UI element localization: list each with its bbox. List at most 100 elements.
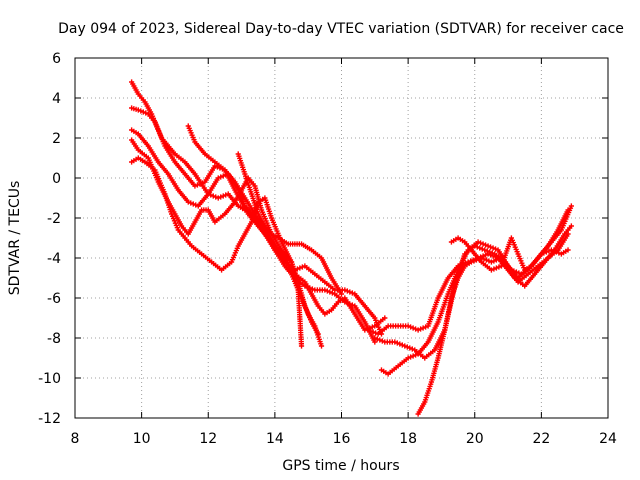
y-tick-label: -10 [38, 371, 61, 387]
series-track-9 [372, 223, 574, 361]
data-point [379, 338, 385, 344]
y-tick-label: -8 [47, 331, 61, 347]
data-point [364, 326, 370, 332]
data-point [489, 250, 495, 256]
data-point [297, 265, 303, 271]
series-track-12 [448, 235, 571, 273]
data-point [471, 258, 477, 264]
data-point [327, 289, 333, 295]
y-tick-label: -4 [47, 251, 61, 267]
x-tick-label: 22 [532, 431, 550, 447]
data-point [407, 345, 413, 351]
data-point [513, 269, 519, 275]
x-tick-label: 16 [333, 431, 351, 447]
data-point [508, 267, 514, 273]
data-point [322, 287, 328, 293]
y-tick-label: 4 [52, 91, 61, 107]
data-point [377, 337, 383, 343]
data-point [309, 286, 315, 292]
data-point [410, 325, 416, 331]
y-tick-label: 6 [52, 51, 61, 67]
data-point [197, 181, 203, 187]
data-point [397, 341, 403, 347]
data-point [193, 202, 199, 208]
series-line [131, 129, 376, 343]
data-point [477, 240, 484, 246]
series-layer [129, 79, 574, 417]
data-point [218, 174, 224, 180]
data-point [511, 268, 517, 274]
data-point [405, 355, 411, 361]
data-point [548, 247, 554, 253]
data-point [394, 340, 400, 346]
data-point [485, 243, 491, 249]
data-point [484, 248, 490, 254]
data-point [491, 266, 497, 272]
data-point [543, 249, 549, 255]
data-point [482, 247, 488, 253]
data-point [493, 265, 500, 271]
series-line [417, 205, 572, 415]
data-point [477, 245, 483, 251]
series-track-11 [415, 203, 574, 417]
data-point [194, 182, 201, 188]
data-point [541, 250, 547, 256]
data-point [324, 288, 330, 294]
y-axis-title: SDTVAR / TECUs [7, 181, 23, 296]
data-point [399, 342, 405, 348]
data-point [405, 323, 411, 329]
data-point [143, 110, 149, 116]
data-point [556, 250, 562, 256]
data-point [349, 302, 355, 308]
data-point [474, 244, 480, 250]
data-point [568, 223, 574, 229]
data-point [546, 248, 552, 254]
data-point [338, 291, 345, 297]
data-point [349, 290, 355, 296]
data-point [188, 200, 194, 206]
data-point [402, 343, 408, 349]
data-point [487, 244, 494, 250]
data-point [140, 109, 146, 115]
data-point [488, 267, 495, 273]
data-point [408, 354, 414, 360]
data-point [318, 343, 325, 349]
y-tick-label: -12 [38, 411, 61, 427]
data-point [298, 343, 305, 349]
data-point [192, 183, 198, 189]
data-point [215, 195, 221, 201]
data-point [373, 330, 379, 336]
chart-title: Day 094 of 2023, Sidereal Day-to-day VTE… [58, 21, 624, 37]
data-point [213, 194, 219, 200]
data-point [208, 192, 214, 198]
series-track-10 [378, 207, 571, 377]
data-point [490, 245, 496, 251]
data-point [568, 203, 574, 209]
y-tick-label: -6 [47, 291, 61, 307]
x-tick-label: 20 [466, 431, 484, 447]
data-point [344, 288, 350, 294]
data-point [190, 201, 196, 207]
grid [75, 58, 608, 418]
x-tick-label: 12 [199, 431, 217, 447]
data-point [468, 259, 475, 265]
data-point [410, 353, 416, 359]
data-point [413, 326, 419, 332]
data-point [220, 173, 226, 179]
x-tick-label: 10 [133, 431, 151, 447]
data-point [374, 336, 380, 342]
data-point [413, 352, 419, 358]
data-point [215, 175, 221, 181]
data-point [420, 325, 426, 331]
data-point [415, 327, 421, 333]
data-point [486, 258, 492, 264]
series-line [187, 125, 386, 331]
data-point [369, 324, 375, 330]
data-point [487, 249, 493, 255]
data-point [382, 315, 388, 321]
data-point [392, 339, 398, 345]
x-axis-title: GPS time / hours [282, 458, 399, 474]
series-track-4 [129, 137, 321, 337]
data-point [199, 180, 206, 186]
